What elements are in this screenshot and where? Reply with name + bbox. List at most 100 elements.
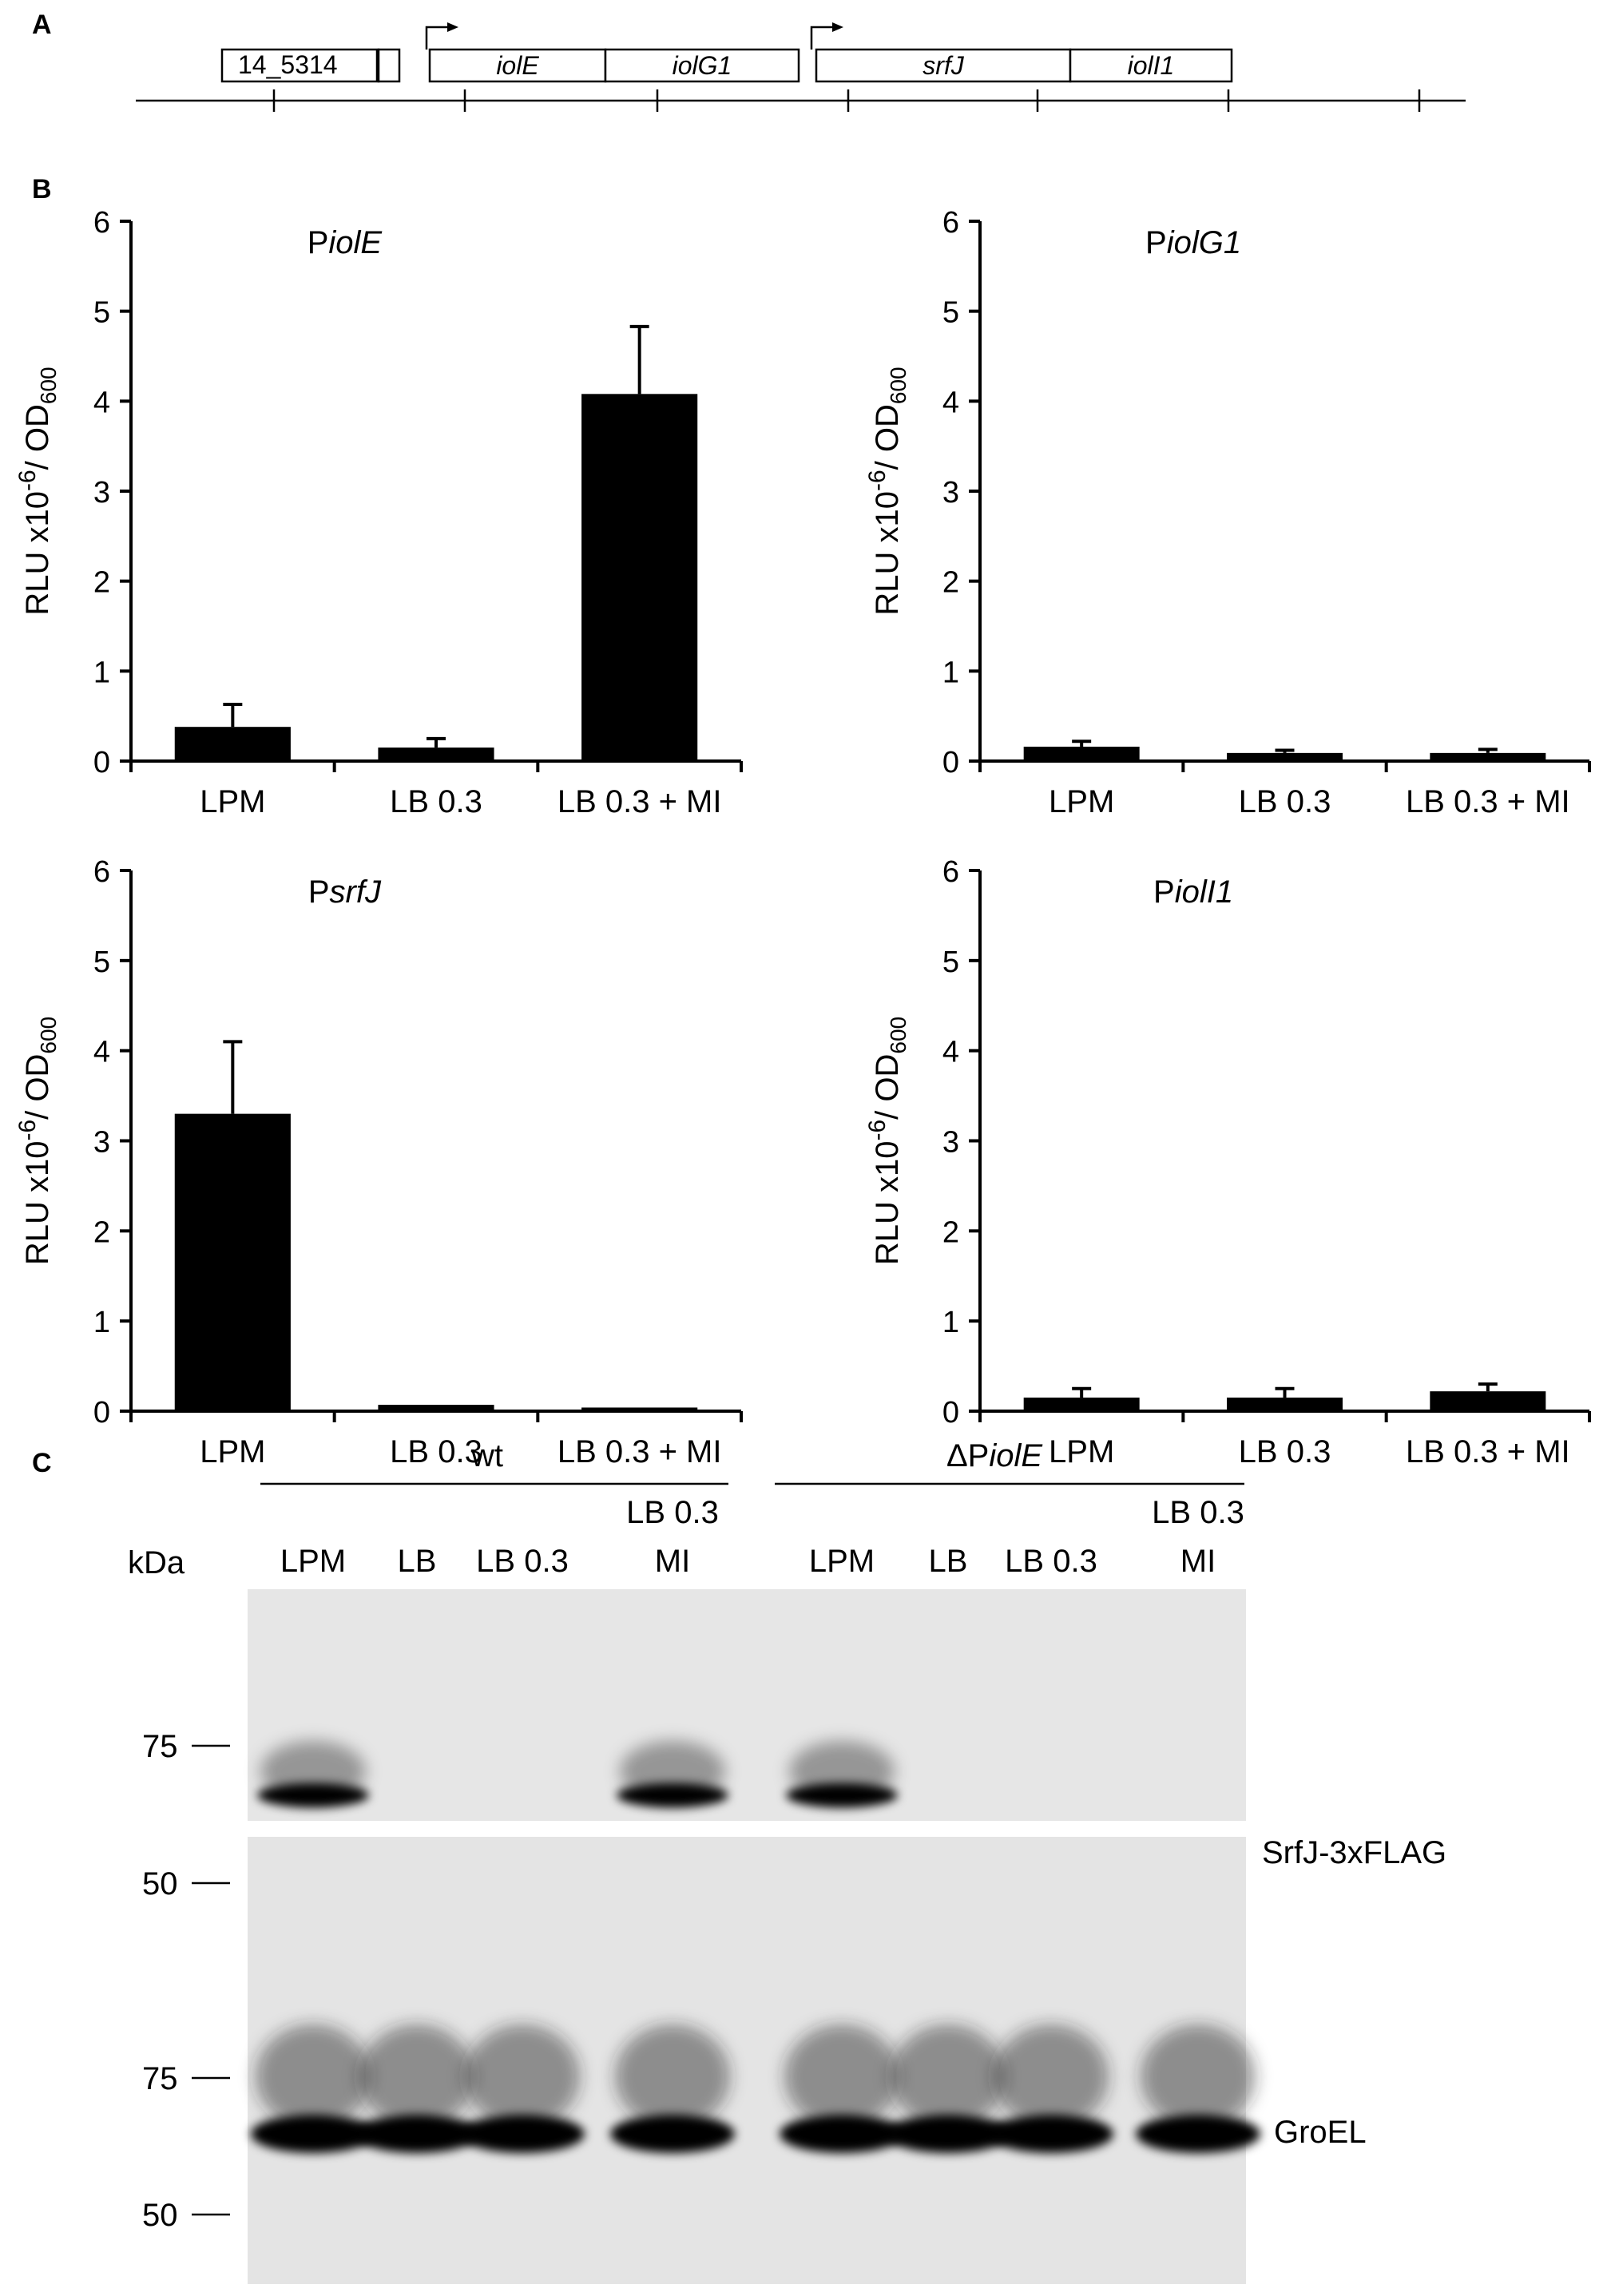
groel-band [989,2115,1113,2153]
gene-label-iolG1: iolG1 [673,51,732,80]
lane-label: LB 0.3 [476,1544,569,1579]
y-label-main: RLU x10 [870,491,905,616]
y-tick-label: 0 [942,746,959,779]
y-tick-label: 1 [93,656,110,689]
y-axis-label: RLU x10-6/ OD600 [14,367,61,615]
y-label-mid: / OD [20,1054,55,1120]
marker-50-top: 50 [142,1866,178,1901]
groel-band-smear [891,2024,1006,2128]
groel-bands [251,2024,1260,2153]
gene-box-srfJ [815,48,1072,83]
bar-1 [174,727,291,761]
marker-75-top: 75 [142,1729,178,1764]
bar-chart-4: 0 1 2 3 4 5 6 LPM LB 0.3 LB 0.3 + MI PiolI1 RLU x10… [864,855,1591,1469]
x-category-label: LB 0.3 + MI [557,1434,722,1469]
gene-label-iolE: iolE [496,51,539,80]
lane-label-line1: LB 0.3 [1152,1495,1244,1530]
x-category-label: LPM [200,1434,265,1469]
y-label-main: RLU x10 [20,1141,55,1266]
y-label-subscript: 600 [36,1017,61,1054]
groel-band-smear [784,2024,899,2128]
gene-label-14-5314: 14_5314 [238,50,338,79]
bar-1 [1023,1398,1140,1411]
groel-band [780,2115,904,2153]
bar-2 [1227,1398,1343,1411]
lane-label: LB 0.3 [1005,1544,1097,1579]
y-label-mid: / OD [870,1054,905,1120]
bar-1 [1023,746,1140,761]
y-label-mid: / OD [870,404,905,470]
groel-band [460,2115,585,2153]
y-tick-label: 5 [93,296,110,330]
y-label-mid: / OD [20,404,55,470]
chart-title-prefix: P [1145,225,1167,260]
y-tick-label: 1 [93,1306,110,1339]
groel-band-smear [256,2024,371,2128]
bar-3 [581,394,698,761]
panel-a-letter: A [32,10,52,40]
y-axis-label: RLU x10-6/ OD600 [864,367,911,615]
band-label-srfj: SrfJ-3xFLAG [1262,1835,1446,1870]
chart-title-gene: srfJ [330,874,382,910]
y-label-main: RLU x10 [20,491,55,616]
marker-50-bottom: 50 [142,2198,178,2233]
bar-2 [378,1405,494,1411]
chart-title-prefix: P [308,225,329,260]
chart-title-prefix: P [1153,874,1175,910]
group-label-gene: iolE [989,1438,1043,1473]
y-tick-label: 4 [93,386,110,419]
x-category-label: LB 0.3 [1239,1434,1331,1469]
y-tick-label: 5 [93,946,110,979]
gene-box-iolI1 [1069,48,1233,83]
y-tick-label: 6 [942,855,959,889]
y-label-subscript: 600 [36,367,61,404]
y-tick-label: 4 [93,1036,110,1069]
bar-chart-3: 0 1 2 3 4 5 6 LPM LB 0.3 LB 0.3 + MI PsrfJ RLU x10-… [14,855,743,1469]
bar-chart-2: 0 1 2 3 4 5 6 LPM LB 0.3 LB 0.3 + MI PiolG1 RLU x10… [864,206,1591,819]
x-category-label: LB 0.3 [390,784,482,819]
y-tick-label: 3 [93,476,110,510]
y-tick-label: 0 [942,1396,959,1430]
y-tick-label: 4 [942,1036,959,1069]
group-label-prefix: ΔP [946,1438,989,1473]
chart-title: PiolG1 [1145,225,1241,260]
chart-title: PiolI1 [1153,874,1233,910]
bar-2 [378,747,494,761]
srfj-band [786,1783,898,1807]
panel-b-letter: B [32,174,52,204]
y-tick-label: 2 [93,566,110,600]
y-tick-label: 3 [93,1126,110,1160]
x-category-label: LB 0.3 + MI [1406,784,1570,819]
groel-band-smear [465,2024,580,2128]
bar-2 [1227,752,1343,761]
lane-label: LB [929,1544,968,1579]
lane-labels: LPM LB LB 0.3 LB 0.3 MI LPM LB LB 0.3 LB 0.3 MI [280,1495,1244,1579]
lane-label: MI [1180,1544,1216,1579]
panel-c-letter: C [32,1448,52,1478]
y-label-exponent: -6 [14,1120,41,1141]
gene-label-srfJ: srfJ [923,51,965,80]
groel-band [1136,2115,1260,2153]
y-label-subscript: 600 [886,367,911,404]
y-label-exponent: -6 [14,470,41,491]
y-tick-label: 3 [942,476,959,510]
groel-band [251,2115,375,2153]
bar-3 [1430,1391,1546,1411]
promoter-arrow-iolE [425,22,458,50]
srfj-band [257,1783,369,1807]
gene-label-iolI1: iolI1 [1128,51,1175,80]
y-label-exponent: -6 [864,470,891,491]
gene-box-iolE [428,48,607,83]
western-blot: wt ΔPiolE LPM LB LB 0.3 LB 0.3 MI LPM LB LB 0.3… [128,1438,1446,2284]
y-tick-label: 6 [93,206,110,240]
gene-map: 14_5314 iolE iolG1 srfJ iolI1 [136,22,1466,112]
lane-label: LPM [280,1544,346,1579]
groel-band-smear [1141,2024,1256,2128]
y-tick-label: 1 [942,1306,959,1339]
x-category-label: LPM [1049,1434,1114,1469]
chart-title-gene: iolG1 [1167,225,1241,260]
y-tick-label: 5 [942,296,959,330]
x-category-label: LPM [200,784,265,819]
y-tick-label: 0 [93,1396,110,1430]
x-category-label: LB 0.3 [390,1434,482,1469]
